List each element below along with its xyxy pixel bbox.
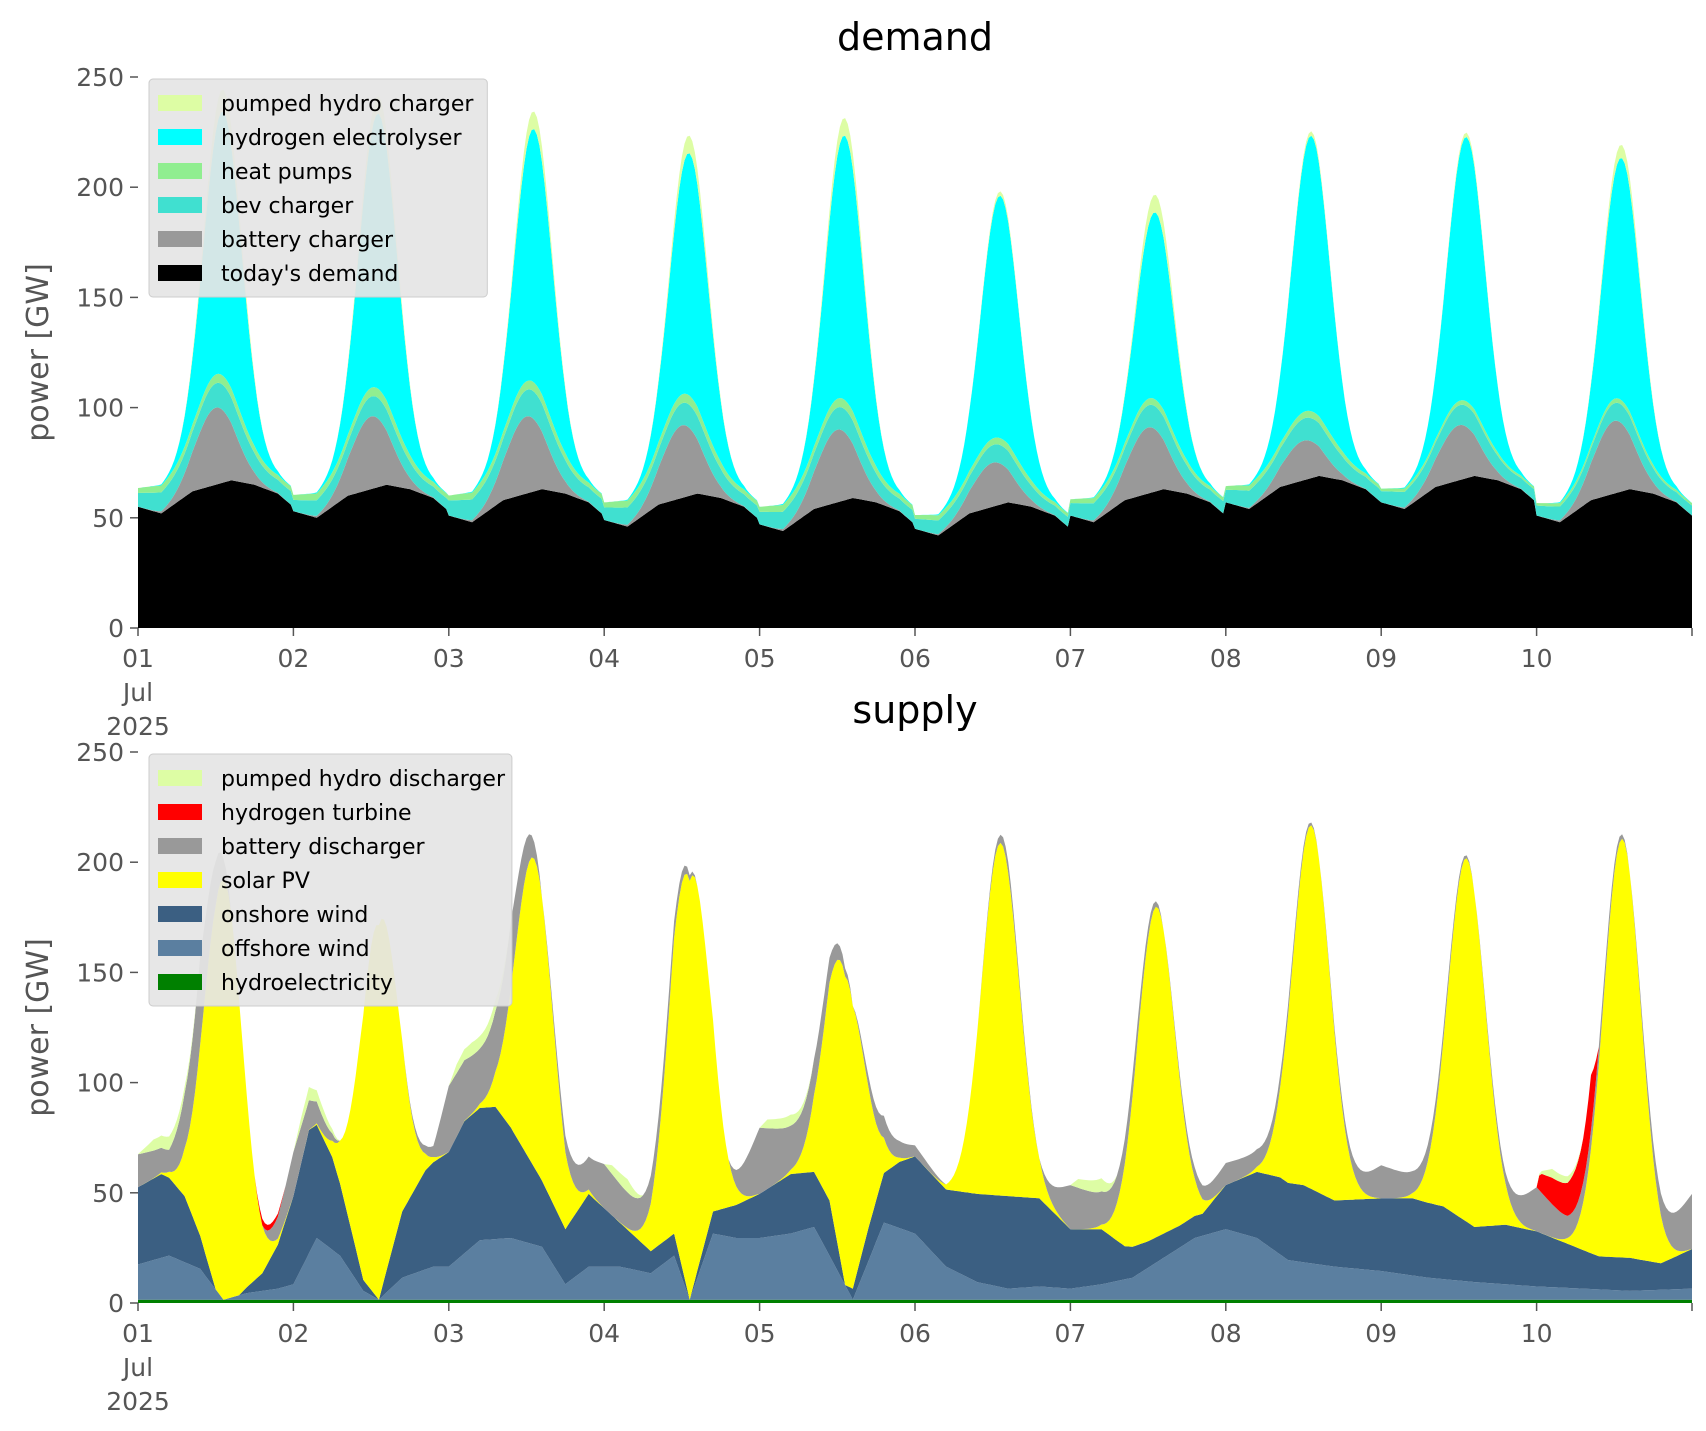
legend-box: [148, 753, 513, 1007]
x-tick-label: 07: [1054, 644, 1086, 673]
x-tick-label: 05: [744, 644, 776, 673]
y-tick-label: 150: [76, 283, 124, 312]
area-hydrogen-electrolyser: [138, 111, 1692, 516]
legend-label: battery discharger: [221, 835, 426, 860]
area-offshore-wind: [138, 1222, 1692, 1300]
legend-swatch: [158, 804, 202, 820]
x-tick-label: 04: [588, 644, 620, 673]
x-tick-label: 06: [899, 1319, 931, 1348]
area-battery-charger: [138, 407, 1692, 536]
area-solar-pv: [138, 825, 1692, 1300]
x-tick-label: 02: [277, 644, 309, 673]
x-tick-label: 04: [588, 1319, 620, 1348]
legend-label: battery charger: [221, 228, 394, 253]
legend-label: today's demand: [221, 262, 398, 287]
legend-label: offshore wind: [221, 937, 370, 962]
legend-swatch: [158, 940, 202, 956]
legend-label: hydroelectricity: [221, 971, 393, 996]
legend-swatch: [158, 231, 202, 247]
area-hydroelectricity: [138, 1299, 1692, 1303]
legend-label: heat pumps: [221, 160, 352, 185]
y-tick-label: 200: [76, 173, 124, 202]
x-tick-label: 07: [1054, 1319, 1086, 1348]
legend-swatch: [158, 974, 202, 990]
legend-label: pumped hydro charger: [221, 92, 474, 117]
x-tick-label: 01 Jul 2025: [106, 1319, 170, 1416]
y-tick-label: 250: [76, 738, 124, 767]
chart-title: demand: [837, 15, 993, 59]
y-tick-label: 100: [76, 394, 124, 423]
legend-label: pumped hydro discharger: [221, 767, 506, 792]
legend-swatch: [158, 872, 202, 888]
legend-label: solar PV: [221, 869, 310, 894]
x-tick-label: 03: [433, 1319, 465, 1348]
y-tick-label: 50: [92, 504, 124, 533]
y-axis-label: power [GW]: [21, 263, 56, 442]
legend-swatch: [158, 265, 202, 281]
legend-label: hydrogen turbine: [221, 801, 412, 826]
y-tick-label: 150: [76, 958, 124, 987]
legend-swatch: [158, 197, 202, 213]
y-tick-label: 0: [108, 1289, 124, 1318]
x-tick-label: 01 Jul 2025: [106, 644, 170, 741]
area-bev-charger: [138, 382, 1692, 535]
x-tick-label: 06: [899, 644, 931, 673]
legend-swatch: [158, 163, 202, 179]
x-tick-label: 05: [744, 1319, 776, 1348]
x-tick-label: 10: [1521, 644, 1553, 673]
x-tick-label: 03: [433, 644, 465, 673]
legend-label: bev charger: [221, 194, 354, 219]
legend: pumped hydro charger hydrogen electrolyse…: [148, 78, 488, 298]
chart-title: supply: [852, 688, 977, 732]
area-onshore-wind: [138, 1106, 1692, 1300]
legend-swatch: [158, 906, 202, 922]
x-tick-label: 02: [277, 1319, 309, 1348]
x-tick-label: 09: [1365, 1319, 1397, 1348]
y-axis-label: power [GW]: [21, 938, 56, 1117]
y-tick-label: 250: [76, 63, 124, 92]
area-battery-discharger: [138, 822, 1692, 1252]
legend-label: hydrogen electrolyser: [221, 126, 462, 151]
x-tick-label: 09: [1365, 644, 1397, 673]
area-today-s-demand: [138, 475, 1692, 628]
x-tick-label: 10: [1521, 1319, 1553, 1348]
legend: pumped hydro discharger hydrogen turbine b…: [148, 753, 513, 1007]
legend-swatch: [158, 129, 202, 145]
legend-swatch: [158, 838, 202, 854]
legend-label: onshore wind: [221, 903, 368, 928]
x-tick-label: 08: [1210, 1319, 1242, 1348]
x-tick-label: 08: [1210, 644, 1242, 673]
y-tick-label: 0: [108, 614, 124, 643]
y-tick-label: 100: [76, 1069, 124, 1098]
y-tick-label: 50: [92, 1179, 124, 1208]
y-tick-label: 200: [76, 848, 124, 877]
legend-box: [148, 78, 488, 298]
legend-swatch: [158, 95, 202, 111]
legend-swatch: [158, 770, 202, 786]
